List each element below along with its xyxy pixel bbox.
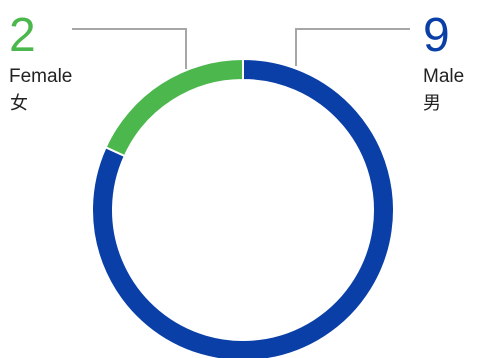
female-count: 2 bbox=[9, 9, 36, 62]
female-leader-line bbox=[72, 28, 187, 69]
male-count: 9 bbox=[423, 9, 450, 62]
male-leader-line bbox=[295, 28, 410, 66]
male-label: Male bbox=[423, 66, 464, 87]
female-label: Female bbox=[9, 66, 72, 87]
donut-segments bbox=[91, 57, 395, 358]
female-segment bbox=[104, 57, 244, 158]
female-label-chinese: 女 bbox=[10, 93, 28, 114]
male-segment bbox=[91, 57, 395, 358]
male-label-chinese: 男 bbox=[423, 93, 441, 114]
